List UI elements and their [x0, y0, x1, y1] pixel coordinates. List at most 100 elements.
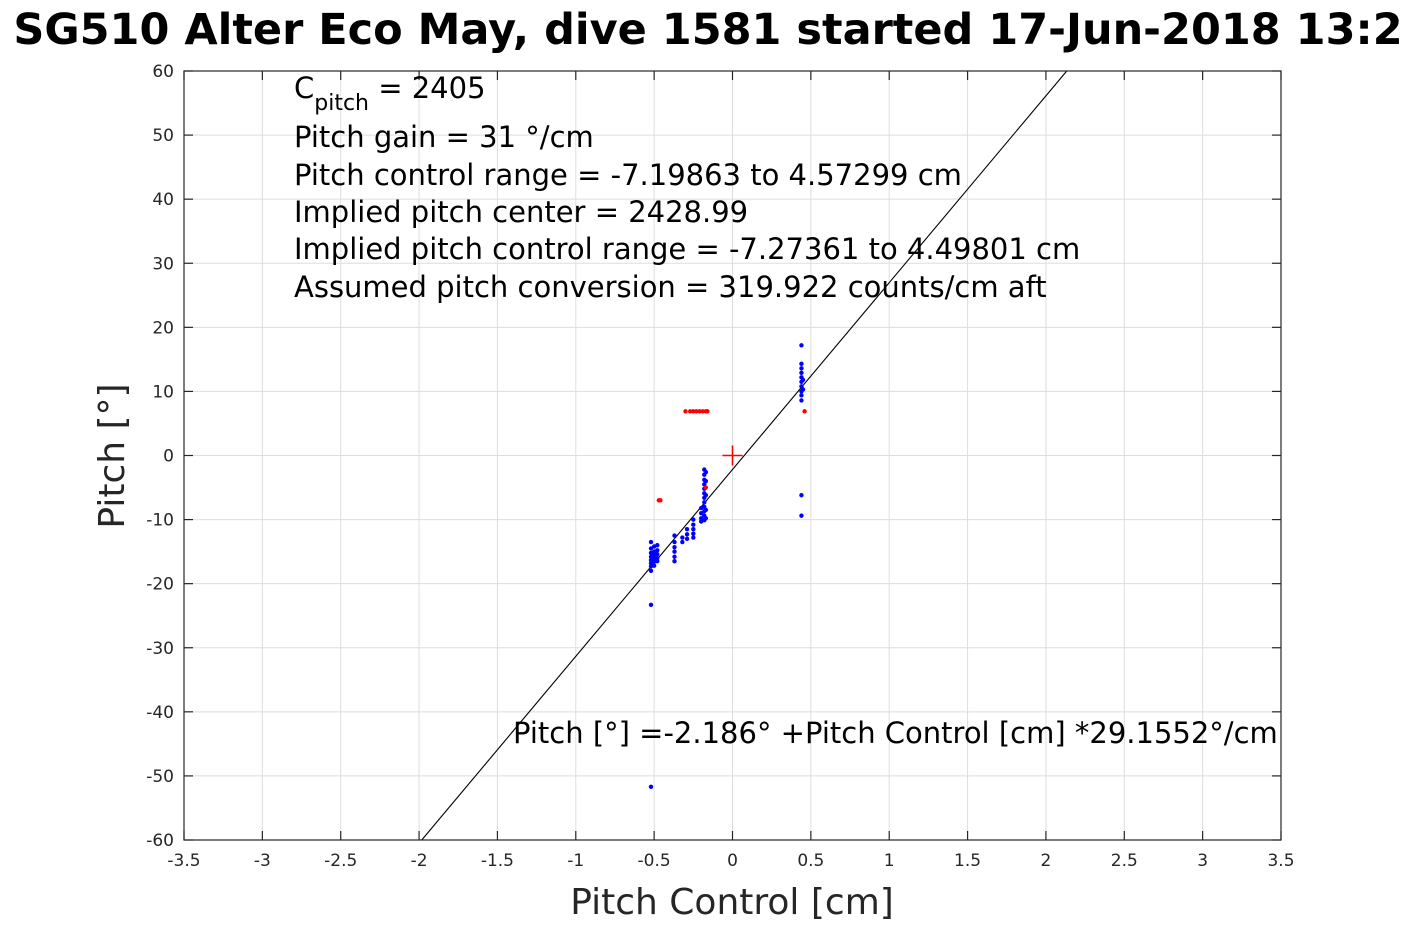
data-point-blue: [691, 522, 696, 527]
implied-pitch-center-annotation: Implied pitch center = 2428.99: [294, 195, 748, 229]
data-point-blue: [680, 539, 685, 545]
fit-line-group: [421, 70, 1068, 841]
x-tick-label: 3.5: [1267, 851, 1294, 871]
x-tick-label: 0: [727, 851, 738, 871]
y-tick-label: 0: [163, 447, 174, 467]
data-point-blue: [800, 377, 806, 383]
y-tick-label: -50: [146, 767, 174, 787]
data-point-blue: [691, 531, 696, 536]
data-point-blue: [799, 513, 804, 518]
x-tick-label: -1.5: [481, 851, 514, 871]
c-pitch-annotation: Cpitch = 2405: [294, 71, 486, 116]
data-point-red: [697, 409, 702, 414]
center-marker: [722, 445, 743, 466]
data-point-blue: [691, 517, 696, 522]
data-point-blue: [800, 387, 806, 392]
data-point-blue: [702, 500, 707, 505]
data-point-blue: [648, 602, 654, 608]
data-point-red: [703, 485, 709, 490]
data-point-blue: [691, 535, 696, 540]
data-point-red: [691, 409, 696, 414]
data-point-red: [687, 409, 693, 414]
x-tick-label: -2: [411, 851, 428, 871]
data-point-blue: [684, 532, 690, 537]
data-point-blue: [672, 539, 677, 545]
chart-title: SG510 Alter Eco May, dive 1581 started 1…: [13, 5, 1402, 55]
pitch-gain-annotation: Pitch gain = 31 °/cm: [294, 120, 594, 154]
grid-lines: [184, 71, 1281, 840]
x-tick-label: 1.5: [954, 851, 981, 871]
data-point-blue: [672, 559, 677, 564]
x-tick-label: -1: [567, 851, 584, 871]
data-point-blue: [799, 366, 804, 371]
data-point-blue: [655, 543, 660, 548]
x-tick-label: 3: [1197, 851, 1208, 871]
data-point-blue: [799, 493, 804, 498]
data-point-blue: [648, 539, 654, 545]
implied-pitch-control-range-annotation: Implied pitch control range = -7.27361 t…: [294, 232, 1080, 266]
data-point-red: [658, 498, 663, 503]
data-point-blue: [672, 533, 677, 538]
data-point-blue: [703, 516, 709, 521]
data-point-blue: [672, 544, 677, 550]
data-point-blue: [655, 555, 660, 561]
data-point-blue: [651, 555, 657, 561]
data-points: [648, 343, 807, 790]
x-tick-label: 2: [1041, 851, 1052, 871]
data-point-blue: [703, 478, 709, 484]
plot-frame: [183, 70, 1282, 841]
c-pitch-value: = 2405: [369, 71, 486, 105]
data-point-blue: [799, 393, 804, 398]
data-point-blue: [672, 554, 677, 559]
y-tick-label: 20: [152, 318, 174, 338]
data-point-blue: [655, 559, 660, 564]
data-point-red: [694, 409, 699, 414]
x-tick-label: 2.5: [1111, 851, 1138, 871]
data-point-red: [705, 409, 710, 414]
x-tick-label: -3.5: [167, 851, 200, 871]
data-point-blue: [799, 361, 804, 367]
data-point-blue: [648, 784, 654, 790]
data-point-blue: [703, 507, 709, 513]
data-point-blue: [684, 526, 690, 532]
assumed-pitch-conversion-annotation: Assumed pitch conversion = 319.922 count…: [294, 270, 1047, 304]
pitch-control-range-annotation: Pitch control range = -7.19863 to 4.5729…: [294, 158, 962, 192]
data-point-blue: [655, 548, 660, 553]
data-point-blue: [691, 526, 696, 532]
x-tick-label: 1: [884, 851, 895, 871]
data-point-blue: [680, 535, 685, 540]
y-tick-label: -10: [146, 511, 174, 531]
fit-line: [421, 70, 1068, 841]
data-point-red: [802, 409, 807, 414]
c-pitch-subscript: pitch: [314, 91, 369, 116]
y-tick-label: 10: [152, 382, 174, 402]
parameter-annotations: Cpitch = 2405 Pitch gain = 31 °/cm Pitch…: [294, 71, 1278, 750]
fit-equation-annotation: Pitch [°] =-2.186° +Pitch Control [cm] *…: [513, 716, 1278, 750]
y-tick-label: 50: [152, 126, 174, 146]
x-tick-label: -2.5: [324, 851, 357, 871]
data-point-blue: [799, 370, 804, 376]
x-tick-label: -0.5: [638, 851, 671, 871]
y-tick-label: -20: [146, 575, 174, 595]
x-tick-label: -3: [254, 851, 271, 871]
y-tick-label: -40: [146, 703, 174, 723]
y-axis-label: Pitch [°]: [92, 383, 133, 528]
data-point-blue: [799, 343, 804, 348]
data-point-blue: [648, 568, 654, 574]
c-pitch-main: C: [294, 71, 314, 105]
data-point-blue: [651, 563, 657, 568]
data-point-blue: [655, 551, 660, 557]
data-point-blue: [703, 493, 709, 498]
data-point-red: [700, 409, 705, 414]
x-axis-label: Pitch Control [cm]: [570, 882, 894, 923]
y-tick-label: -60: [146, 831, 174, 851]
y-tick-label: 30: [152, 254, 174, 274]
y-tick-label: 60: [152, 62, 174, 82]
y-tick-label: 40: [152, 190, 174, 210]
data-point-blue: [672, 549, 677, 554]
data-point-blue: [703, 469, 709, 475]
axis-ticks: -3.5 -3 -2.5 -2 -1.5 -1 -0.5 0 0.5 1 1.5 2 2.5 3 3.5 -6…: [146, 62, 1294, 871]
x-tick-label: 0.5: [797, 851, 824, 871]
data-point-red: [683, 409, 688, 414]
